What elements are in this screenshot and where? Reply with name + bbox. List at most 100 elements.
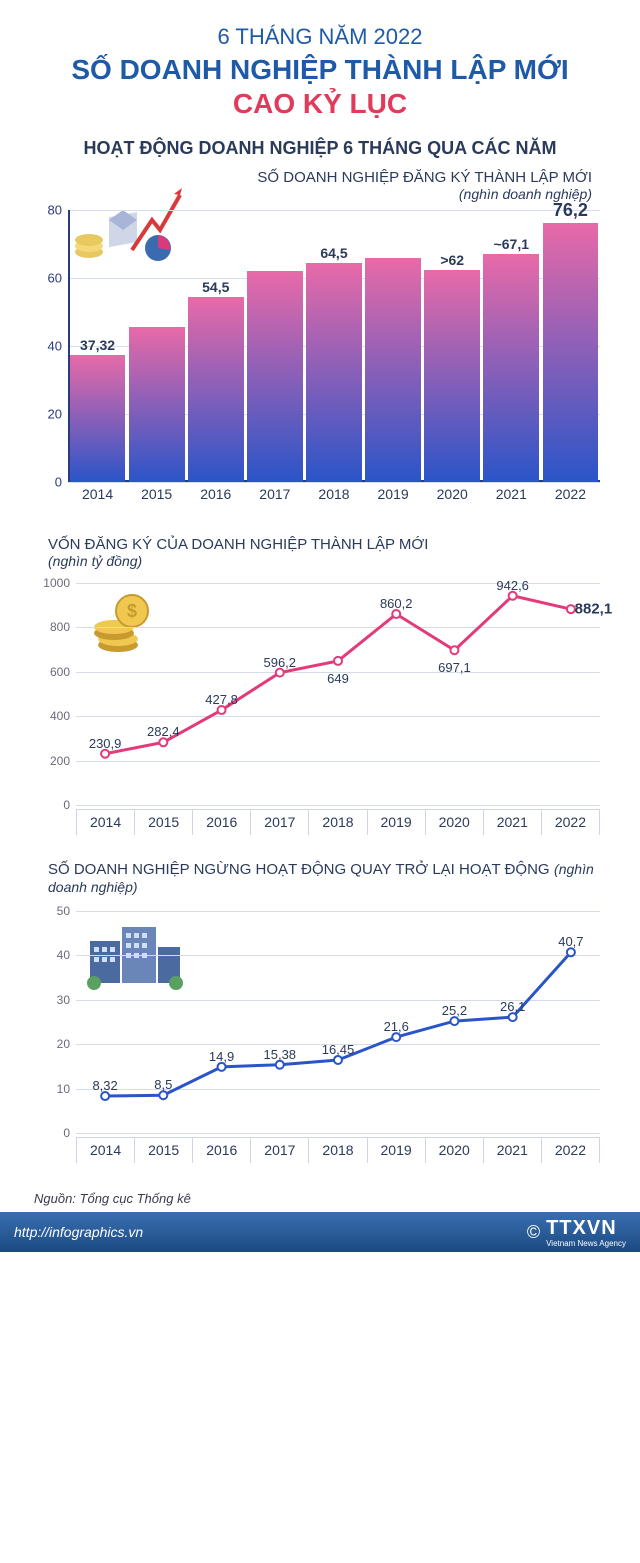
bar: 37,32: [70, 337, 126, 482]
bar-rect: [129, 327, 185, 482]
x-axis-label: 2017: [251, 1137, 309, 1163]
y-axis-label: 400: [28, 709, 70, 723]
agency-name: TTXVN: [546, 1217, 626, 1240]
bar-rect: [483, 254, 539, 482]
x-axis-label: 2016: [188, 486, 244, 510]
x-axis-label: 2015: [135, 809, 193, 835]
bar: 76,2: [543, 200, 599, 482]
gridline: [76, 1133, 600, 1134]
bar: >62: [424, 252, 480, 483]
x-axis-label: 2020: [424, 486, 480, 510]
y-axis-label: 1000: [28, 576, 70, 590]
bar-rect: [247, 271, 303, 482]
bar-rect: [306, 263, 362, 482]
y-axis-label: 600: [28, 665, 70, 679]
bar: [365, 256, 421, 482]
x-axis: 201420152016201720182019202020212022: [76, 1137, 600, 1163]
y-axis-label: 50: [28, 904, 70, 918]
chart1: 02040608037,3254,564,5>62~67,176,2201420…: [28, 210, 612, 510]
line-plot: [76, 911, 600, 1133]
bar: [247, 269, 303, 482]
y-axis-label: 80: [28, 203, 62, 218]
x-axis-label: 2021: [483, 486, 539, 510]
gridline: [68, 482, 600, 483]
bar-value-label: >62: [440, 252, 464, 268]
y-axis-label: 30: [28, 993, 70, 1007]
footer-url: http://infographics.vn: [14, 1224, 143, 1240]
chart2-head: VỐN ĐĂNG KÝ CỦA DOANH NGHIỆP THÀNH LẬP M…: [28, 536, 612, 569]
x-axis-label: 2017: [247, 486, 303, 510]
chart2-subtitle: (nghìn tỷ đồng): [48, 553, 612, 569]
x-axis-label: 2022: [542, 1137, 600, 1163]
line-value-label: 427,8: [205, 692, 238, 707]
y-axis-label: 200: [28, 754, 70, 768]
bars-container: 37,3254,564,5>62~67,176,2: [68, 210, 600, 482]
y-axis-label: 0: [28, 798, 70, 812]
x-axis: 201420152016201720182019202020212022: [76, 809, 600, 835]
footer-logo: © TTXVN Vietnam News Agency: [527, 1217, 626, 1248]
x-axis-label: 2015: [129, 486, 185, 510]
x-axis-label: 2021: [484, 809, 542, 835]
line-value-label: 860,2: [380, 596, 413, 611]
chart3-title: SỐ DOANH NGHIỆP NGỪNG HOẠT ĐỘNG QUAY TRỞ…: [48, 861, 550, 878]
x-axis-label: 2017: [251, 809, 309, 835]
bar-value-label: 76,2: [553, 200, 588, 221]
header-line1: 6 THÁNG NĂM 2022: [28, 24, 612, 50]
footer-bar: http://infographics.vn © TTXVN Vietnam N…: [0, 1212, 640, 1252]
bar-rect: [543, 223, 599, 482]
y-axis-label: 20: [28, 1037, 70, 1051]
line-value-label: 282,4: [147, 724, 180, 739]
gridline: [76, 805, 600, 806]
bar: ~67,1: [483, 236, 539, 482]
x-axis-label: 2020: [426, 809, 484, 835]
bar-rect: [365, 258, 421, 482]
y-axis-label: 0: [28, 1126, 70, 1140]
x-axis-label: 2014: [70, 486, 126, 510]
line-value-label: 40,7: [558, 934, 583, 949]
x-axis-label: 2021: [484, 1137, 542, 1163]
x-axis-label: 2022: [543, 486, 599, 510]
bar: 64,5: [306, 245, 362, 482]
x-axis-label: 2019: [365, 486, 421, 510]
line-value-label: 16,45: [322, 1042, 355, 1057]
bar: 54,5: [188, 279, 244, 482]
line-value-label: 21,6: [384, 1019, 409, 1034]
bar-rect: [188, 297, 244, 482]
x-axis-label: 2018: [309, 1137, 367, 1163]
x-axis-label: 2018: [306, 486, 362, 510]
y-axis-label: 40: [28, 948, 70, 962]
chart3: 010203040508,328,514,915,3816,4521,625,2…: [28, 903, 612, 1163]
x-axis-label: 2019: [368, 809, 426, 835]
bar-rect: [70, 355, 126, 482]
header-line3: CAO KỶ LỤC: [28, 88, 612, 120]
line-value-label: 25,2: [442, 1003, 467, 1018]
header: 6 THÁNG NĂM 2022 SỐ DOANH NGHIỆP THÀNH L…: [28, 24, 612, 120]
chart3-head: SỐ DOANH NGHIỆP NGỪNG HOẠT ĐỘNG QUAY TRỞ…: [28, 861, 612, 897]
line-value-label: 8,5: [154, 1077, 172, 1092]
x-axis-label: 2019: [368, 1137, 426, 1163]
section-title: HOẠT ĐỘNG DOANH NGHIỆP 6 THÁNG QUA CÁC N…: [28, 138, 612, 159]
line-value-label: 15,38: [263, 1047, 296, 1062]
line-value-label: 596,2: [263, 655, 296, 670]
y-axis-label: 10: [28, 1082, 70, 1096]
line-value-label: 942,6: [496, 578, 529, 593]
y-axis-label: 20: [28, 407, 62, 422]
footer: Nguồn: Tổng cục Thống kê http://infograp…: [0, 1191, 640, 1252]
bar: [129, 325, 185, 482]
y-axis-label: 40: [28, 339, 62, 354]
bar-value-label: ~67,1: [494, 236, 529, 252]
bar-value-label: 64,5: [320, 245, 347, 261]
bar-rect: [424, 270, 480, 483]
source-line: Nguồn: Tổng cục Thống kê: [0, 1191, 640, 1206]
x-axis: 201420152016201720182019202020212022: [68, 486, 600, 510]
header-line2: SỐ DOANH NGHIỆP THÀNH LẬP MỚI: [28, 54, 612, 86]
line-value-label: 882,1: [575, 601, 613, 618]
x-axis-label: 2014: [76, 809, 135, 835]
line-value-label: 649: [327, 671, 349, 686]
x-axis-label: 2018: [309, 809, 367, 835]
line-value-label: 230,9: [89, 736, 122, 751]
line-value-label: 697,1: [438, 660, 471, 675]
line-plot: [76, 583, 600, 805]
x-axis-label: 2014: [76, 1137, 135, 1163]
line-value-label: 26,1: [500, 999, 525, 1014]
